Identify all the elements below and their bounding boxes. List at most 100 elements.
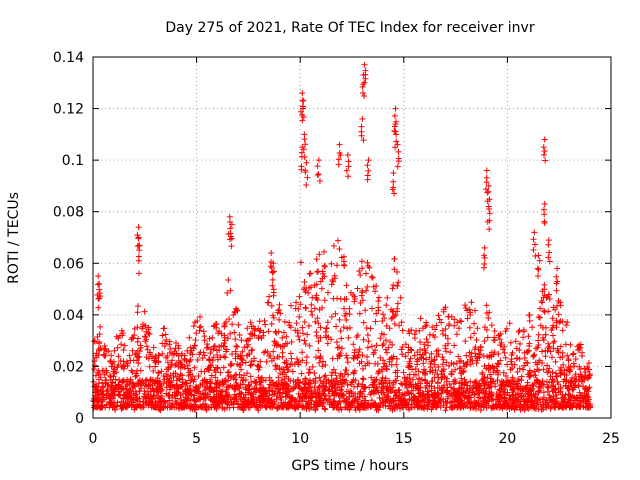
data-point — [191, 342, 198, 349]
data-point — [225, 377, 232, 384]
data-point — [135, 354, 142, 361]
data-point — [394, 300, 401, 307]
data-point — [565, 356, 572, 363]
data-point — [277, 343, 284, 350]
data-point — [375, 304, 382, 311]
data-point — [359, 375, 366, 382]
data-point — [310, 401, 317, 408]
data-point — [406, 406, 413, 413]
data-point — [546, 343, 553, 350]
data-point — [372, 360, 379, 367]
data-point — [389, 285, 396, 292]
data-point — [114, 344, 121, 351]
data-point — [176, 405, 183, 412]
data-point — [309, 311, 316, 318]
y-tick-label: 0.14 — [53, 50, 84, 66]
data-point — [302, 304, 309, 311]
data-point — [540, 394, 547, 401]
data-point — [197, 323, 204, 330]
data-point — [549, 369, 556, 376]
data-point — [206, 385, 213, 392]
data-point — [541, 200, 548, 207]
data-point — [372, 347, 379, 354]
data-point — [508, 361, 515, 368]
data-point — [521, 354, 528, 361]
data-point — [512, 397, 519, 404]
data-point — [467, 405, 474, 412]
data-point — [282, 402, 289, 409]
data-point — [495, 350, 502, 357]
data-point — [399, 351, 406, 358]
data-point — [182, 380, 189, 387]
data-point — [362, 397, 369, 404]
data-point — [481, 244, 488, 251]
data-point — [283, 333, 290, 340]
data-point — [362, 362, 369, 369]
data-point — [93, 383, 100, 390]
data-point — [584, 366, 591, 373]
data-point — [145, 399, 152, 406]
data-point — [221, 323, 228, 330]
data-point — [346, 406, 353, 413]
data-point — [429, 324, 436, 331]
data-point — [343, 316, 350, 323]
data-point — [311, 370, 318, 377]
data-point — [142, 382, 149, 389]
x-tick-label: 0 — [89, 431, 98, 447]
data-point — [542, 157, 549, 164]
data-point — [320, 388, 327, 395]
data-point — [145, 389, 152, 396]
data-point — [173, 377, 180, 384]
data-point — [255, 407, 262, 414]
data-point — [248, 331, 255, 338]
y-axis-label: ROTI / TECUs — [6, 192, 22, 284]
data-point — [496, 336, 503, 343]
data-point — [172, 392, 179, 399]
data-point — [286, 322, 293, 329]
data-point — [467, 361, 474, 368]
data-point — [576, 342, 583, 349]
data-point — [493, 363, 500, 370]
data-point — [346, 311, 353, 318]
data-point — [158, 368, 165, 375]
data-point — [240, 377, 247, 384]
data-point — [123, 358, 130, 365]
data-point — [544, 383, 551, 390]
data-point — [545, 340, 552, 347]
data-point — [338, 390, 345, 397]
data-point — [439, 354, 446, 361]
data-point — [121, 342, 128, 349]
data-point — [547, 373, 554, 380]
data-point — [520, 386, 527, 393]
data-point — [515, 328, 522, 335]
data-point — [520, 366, 527, 373]
data-point — [167, 345, 174, 352]
data-point — [522, 397, 529, 404]
data-point — [134, 303, 141, 310]
data-point — [530, 247, 537, 254]
data-point — [383, 349, 390, 356]
data-point — [269, 276, 276, 283]
data-point — [486, 384, 493, 391]
data-point — [531, 229, 538, 236]
data-point — [368, 397, 375, 404]
data-point — [316, 251, 323, 258]
data-point — [131, 406, 138, 413]
data-point — [375, 406, 382, 413]
data-point — [358, 123, 365, 130]
data-point — [243, 338, 250, 345]
data-point — [342, 367, 349, 374]
data-point — [453, 331, 460, 338]
data-point — [524, 391, 531, 398]
data-point — [302, 288, 309, 295]
data-point — [567, 378, 574, 385]
x-tick-label: 20 — [498, 431, 516, 447]
data-point — [150, 367, 157, 374]
data-point — [335, 156, 342, 163]
data-point — [109, 399, 116, 406]
data-point — [426, 393, 433, 400]
data-point — [481, 252, 488, 259]
data-point — [354, 285, 361, 292]
data-point — [115, 335, 122, 342]
data-point — [406, 375, 413, 382]
